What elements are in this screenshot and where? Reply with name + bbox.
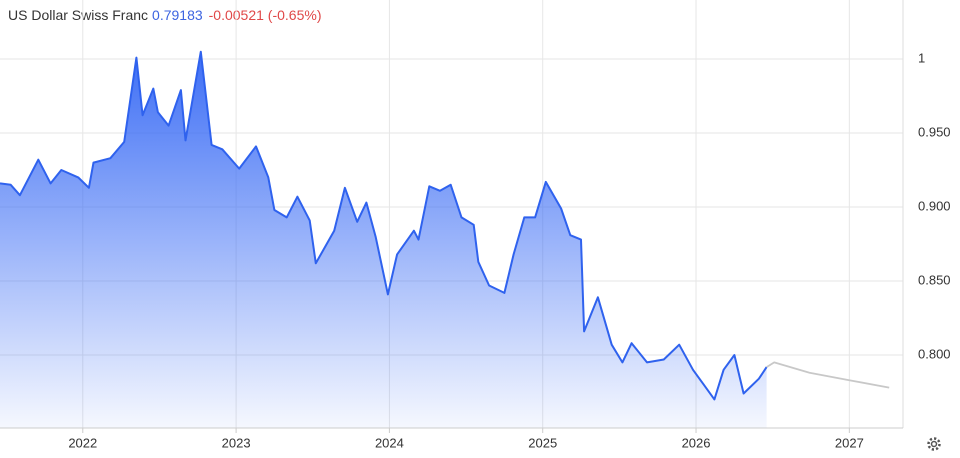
price: 0.79183 — [152, 7, 203, 23]
y-tick-label: 0.950 — [918, 124, 951, 139]
x-tick-label: 2024 — [375, 435, 404, 450]
area — [0, 51, 767, 428]
x-tick-label: 2026 — [682, 435, 711, 450]
x-tick-label: 2022 — [68, 435, 97, 450]
y-tick-label: 0.800 — [918, 346, 951, 361]
x-tick-label: 2023 — [222, 435, 251, 450]
header: US Dollar Swiss Franc 0.79183 -0.00521 (-0… — [8, 7, 321, 23]
change: -0.00521 (-0.65%) — [208, 7, 322, 23]
forecast-line — [766, 361, 890, 389]
price-line — [0, 50, 768, 401]
y-tick-label: 0.850 — [918, 272, 951, 287]
y-tick-label: 0.900 — [918, 198, 951, 213]
title: US Dollar Swiss Franc — [8, 7, 149, 23]
x-tick-label: 2025 — [528, 435, 557, 450]
x-tick-label: 2027 — [835, 435, 864, 450]
y-tick-label: 1 — [918, 50, 925, 65]
settings-icon[interactable] — [927, 437, 941, 451]
